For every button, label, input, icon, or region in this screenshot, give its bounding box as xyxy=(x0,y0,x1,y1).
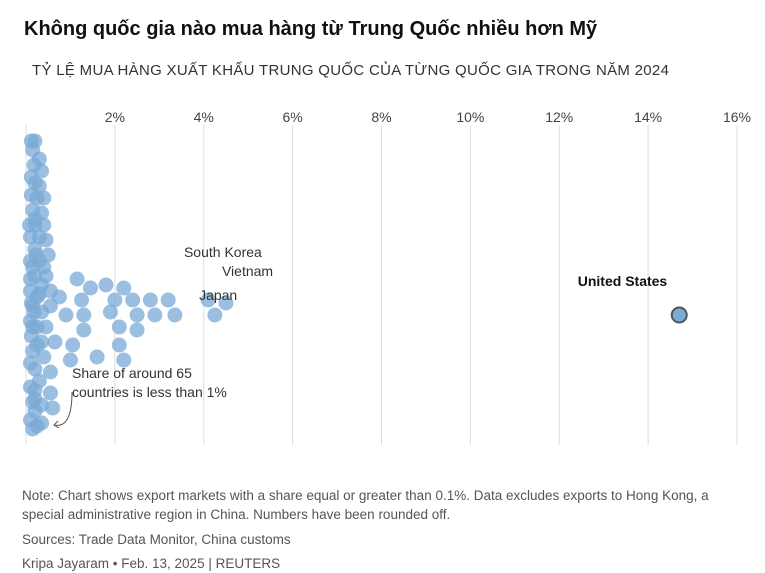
annotation-arrowhead xyxy=(53,420,60,429)
annotation-arrow xyxy=(53,391,73,426)
data-point xyxy=(218,295,234,311)
point-labels: South Korea Vietnam Japan United States xyxy=(184,244,667,303)
data-point xyxy=(42,298,58,314)
data-point xyxy=(36,349,52,365)
x-tick-label: 16% xyxy=(723,109,751,125)
point-label: Japan xyxy=(199,287,237,303)
sources: Sources: Trade Data Monitor, China custo… xyxy=(22,532,291,547)
x-tick-label: 8% xyxy=(371,109,391,125)
data-point xyxy=(129,322,145,338)
data-point xyxy=(42,385,58,401)
data-points xyxy=(22,133,688,437)
data-point xyxy=(22,379,38,395)
x-tick-label: 4% xyxy=(194,109,214,125)
x-tick-label: 2% xyxy=(105,109,125,125)
data-point xyxy=(36,190,52,206)
x-axis-ticks: 2% 4% 6% 8% 10% 12% 14% 16% xyxy=(105,109,751,125)
x-tick-label: 6% xyxy=(283,109,303,125)
data-point xyxy=(111,319,127,335)
x-tick-label: 14% xyxy=(634,109,662,125)
data-point xyxy=(22,355,38,371)
annotation-line: Share of around 65 xyxy=(72,365,192,381)
x-tick-label: 10% xyxy=(456,109,484,125)
data-point xyxy=(200,292,216,308)
chart-subtitle: TỶ LỆ MUA HÀNG XUẤT KHẨU TRUNG QUỐC CỦA … xyxy=(32,62,670,79)
data-point xyxy=(89,349,105,365)
data-point xyxy=(116,352,132,368)
point-label: Vietnam xyxy=(222,263,273,279)
data-point xyxy=(42,364,58,380)
annotation-line: countries is less than 1% xyxy=(72,384,227,400)
data-point xyxy=(142,292,158,308)
beeswarm-chart: 2% 4% 6% 8% 10% 12% 14% 16% South Korea Vietnam J… xyxy=(22,109,751,445)
data-point xyxy=(116,280,132,296)
data-point xyxy=(147,307,163,323)
data-point xyxy=(25,319,41,335)
data-point xyxy=(107,292,123,308)
data-point xyxy=(47,334,63,350)
data-point xyxy=(45,400,61,416)
data-point xyxy=(98,277,114,293)
data-point xyxy=(27,391,43,407)
data-point xyxy=(58,307,74,323)
point-label: South Korea xyxy=(184,244,262,260)
data-point xyxy=(111,337,127,353)
annotation-text: Share of around 65 countries is less than… xyxy=(72,365,227,400)
data-point xyxy=(25,421,41,437)
data-point xyxy=(129,307,145,323)
data-point xyxy=(26,304,42,320)
data-point xyxy=(29,337,45,353)
x-tick-label: 12% xyxy=(545,109,573,125)
data-point xyxy=(31,286,47,302)
data-point xyxy=(27,211,43,227)
data-point xyxy=(28,247,44,263)
footnote: Note: Chart shows export markets with a … xyxy=(22,488,709,522)
data-point xyxy=(74,292,90,308)
data-point xyxy=(125,292,141,308)
data-point xyxy=(62,352,78,368)
data-point xyxy=(65,337,81,353)
data-point-highlight xyxy=(670,306,688,324)
data-point xyxy=(38,319,54,335)
point-label: United States xyxy=(578,273,668,289)
data-point xyxy=(160,292,176,308)
credit-line: Kripa Jayaram • Feb. 13, 2025 | REUTERS xyxy=(22,556,281,571)
data-point xyxy=(167,307,183,323)
data-point xyxy=(69,271,85,287)
chart-title: Không quốc gia nào mua hàng từ Trung Quố… xyxy=(24,18,598,40)
data-point xyxy=(38,232,54,248)
data-point xyxy=(22,271,38,287)
data-point xyxy=(82,280,98,296)
data-point xyxy=(76,307,92,323)
data-point xyxy=(102,304,118,320)
data-point xyxy=(207,307,223,323)
data-point xyxy=(76,322,92,338)
